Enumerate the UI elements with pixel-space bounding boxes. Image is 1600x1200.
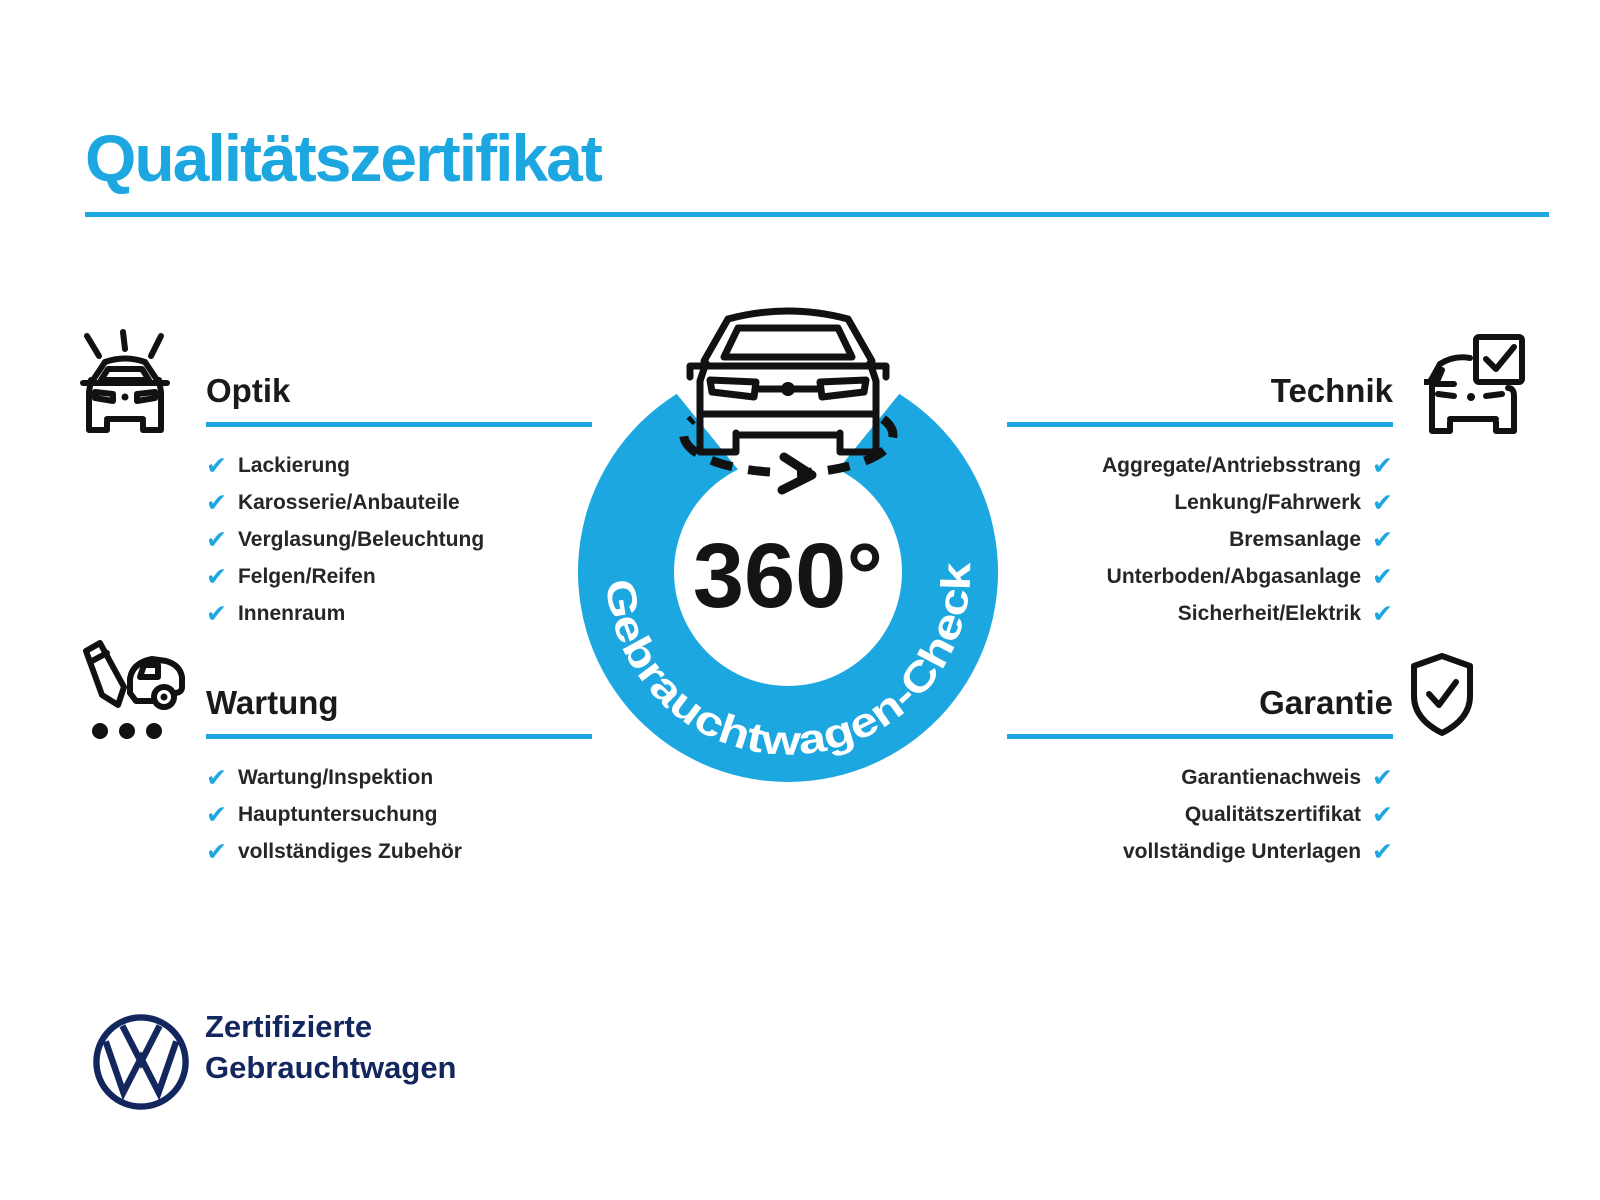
check-icon: ✔ [1372,451,1393,480]
checklist-item-label: Lenkung/Fahrwerk [1174,490,1362,514]
title-divider [85,212,1549,217]
brand-line-1: Zertifizierte [205,1009,373,1044]
section-wartung-checklist: ✔ Wartung/Inspektion ✔ Hauptuntersuchung ✔ vo… [206,759,592,870]
check-icon: ✔ [1372,525,1393,554]
service-pencil-car-icon [70,635,190,745]
checklist-item-label: Verglasung/Beleuchtung [237,527,485,551]
section-garantie-checklist: ✔ Garantienachweis ✔ Qualitätszertifikat ✔ vo… [1007,759,1393,870]
check-icon: ✔ [206,800,227,829]
check-icon: ✔ [206,837,227,866]
check-icon: ✔ [1372,599,1393,628]
section-garantie: Garantie ✔ Garantienachweis ✔ Qualitätszert… [1007,684,1393,870]
brand-line-2: Gebrauchtwagen [205,1050,457,1085]
checklist-item: ✔ Garantienachweis [1007,759,1393,796]
section-optik-underline [206,422,592,427]
check-icon: ✔ [1372,562,1393,591]
checklist-item-label: Wartung/Inspektion [237,765,434,789]
checklist-item: ✔ Felgen/Reifen [206,558,592,595]
checklist-item: ✔ Wartung/Inspektion [206,759,592,796]
checklist-item-label: Karosserie/Anbauteile [237,490,460,514]
section-garantie-underline [1007,734,1393,739]
checklist-item: ✔ Aggregate/Antriebsstrang [1007,447,1393,484]
checklist-item: ✔ vollständige Unterlagen [1007,833,1393,870]
checklist-item-label: vollständige Unterlagen [1123,839,1362,863]
checklist-item: ✔ Unterboden/Abgasanlage [1007,558,1393,595]
section-optik-checklist: ✔ Lackierung ✔ Karosserie/Anbauteile ✔ Vergla… [206,447,592,632]
checklist-item: ✔ Lackierung [206,447,592,484]
checklist-item-label: Qualitätszertifikat [1184,802,1362,826]
vw-logo [92,1013,190,1111]
badge-ring [578,393,998,782]
section-technik-title: Technik [1270,372,1393,409]
checklist-item-label: Felgen/Reifen [237,564,376,588]
check-icon: ✔ [206,488,227,517]
checklist-item-label: Aggregate/Antriebsstrang [1102,453,1362,477]
checklist-item: ✔ Lenkung/Fahrwerk [1007,484,1393,521]
shield-check-icon [1408,652,1476,738]
section-garantie-title: Garantie [1259,684,1393,721]
check-icon: ✔ [1372,800,1393,829]
brand-wordmark: Zertifizierte Gebrauchtwagen [205,1006,457,1088]
checklist-item: ✔ Hauptuntersuchung [206,796,592,833]
section-technik-checklist: ✔ Aggregate/Antriebsstrang ✔ Lenkung/Fahrwe… [1007,447,1393,632]
checklist-item-label: Garantienachweis [1181,765,1362,789]
car-rotation-icon [679,307,898,495]
check-icon: ✔ [206,451,227,480]
section-optik-title: Optik [206,372,291,409]
360-badge: Gebrauchtwagen-Check 360° [578,307,998,782]
checklist-item-label: Hauptuntersuchung [237,802,438,826]
checklist-item: ✔ Qualitätszertifikat [1007,796,1393,833]
badge-degrees-label: 360° [693,525,883,627]
car-shine-icon [75,316,175,434]
checklist-item: ✔ Bremsanlage [1007,521,1393,558]
checklist-item: ✔ Innenraum [206,595,592,632]
check-icon: ✔ [206,525,227,554]
section-technik: Technik ✔ Aggregate/Antriebsstrang ✔ Lenkun… [1007,372,1393,632]
checklist-item-label: Sicherheit/Elektrik [1177,601,1362,625]
check-icon: ✔ [206,562,227,591]
section-wartung-title: Wartung [206,684,339,721]
section-wartung-underline [206,734,592,739]
check-icon: ✔ [206,763,227,792]
check-icon: ✔ [206,599,227,628]
checklist-item-label: Bremsanlage [1229,527,1362,551]
checklist-item-label: Innenraum [237,601,346,625]
section-wartung: Wartung ✔ Wartung/Inspektion ✔ Hauptuntersu… [206,684,592,870]
checklist-item-label: Lackierung [237,453,350,477]
section-technik-underline [1007,422,1393,427]
page-title: Qualitätszertifikat [85,121,603,196]
check-icon: ✔ [1372,763,1393,792]
checklist-item: ✔ Sicherheit/Elektrik [1007,595,1393,632]
checklist-item-label: Unterboden/Abgasanlage [1106,564,1362,588]
car-checkbox-icon [1422,334,1528,436]
checklist-item: ✔ Verglasung/Beleuchtung [206,521,592,558]
section-optik: Optik ✔ Lackierung ✔ Karosserie/Anbauteile ✔… [206,372,592,632]
check-icon: ✔ [1372,837,1393,866]
check-icon: ✔ [1372,488,1393,517]
checklist-item-label: vollständiges Zubehör [237,839,462,863]
checklist-item: ✔ Karosserie/Anbauteile [206,484,592,521]
checklist-item: ✔ vollständiges Zubehör [206,833,592,870]
